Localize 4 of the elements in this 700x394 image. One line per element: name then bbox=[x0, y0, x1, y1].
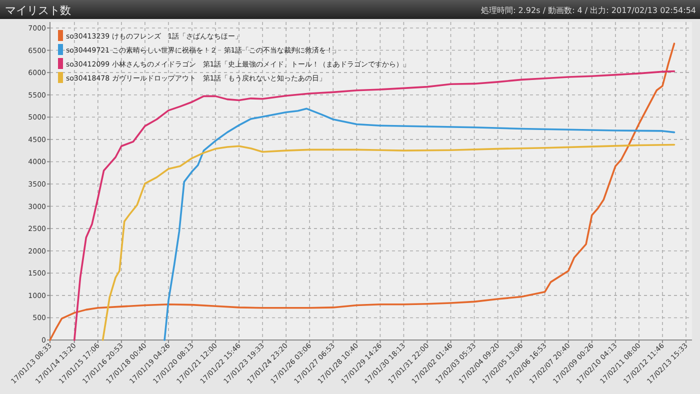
line-series bbox=[164, 108, 676, 341]
text: 処理時間: 2.92s / 動画数: 4 / 出力: 2017/02/13 02:54:54 bbox=[481, 6, 696, 15]
chart-title: マイリスト数 bbox=[5, 4, 71, 17]
line-series bbox=[102, 144, 676, 341]
